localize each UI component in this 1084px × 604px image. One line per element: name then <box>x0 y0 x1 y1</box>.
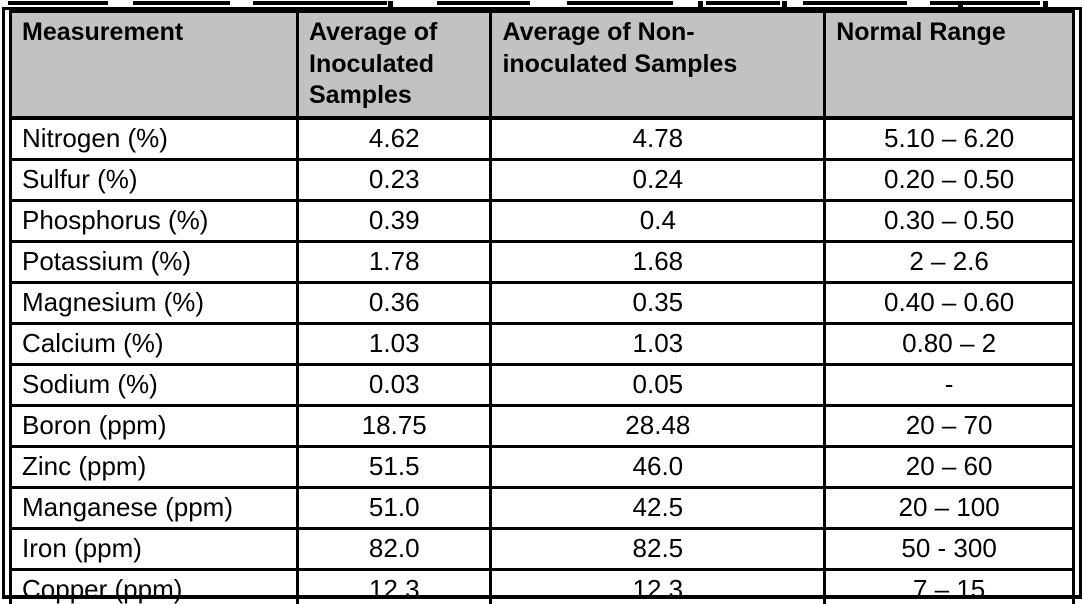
cell-measurement: Potassium (%) <box>9 239 299 284</box>
cell-inoculated: 12.3 <box>295 567 493 604</box>
cell-normal-range: 0.30 – 0.50 <box>823 198 1075 243</box>
cell-non-inoculated: 4.78 <box>489 116 827 161</box>
cell-normal-range: 5.10 – 6.20 <box>823 116 1075 161</box>
column-header-normal-range: Normal Range <box>823 10 1075 120</box>
cell-measurement: Copper (ppm) <box>9 567 299 604</box>
cell-normal-range: 20 – 100 <box>823 485 1075 530</box>
cell-inoculated: 0.36 <box>295 280 493 325</box>
cell-non-inoculated: 0.4 <box>489 198 827 243</box>
cropped-glyph-fragment <box>253 1 387 5</box>
cell-measurement: Phosphorus (%) <box>9 198 299 243</box>
results-table: Measurement Average of Inoculated Sample… <box>9 10 1075 604</box>
column-header-measurement: Measurement <box>9 10 299 120</box>
cell-measurement: Magnesium (%) <box>9 280 299 325</box>
table-row: Iron (ppm) 82.0 82.5 50 - 300 <box>9 526 1075 571</box>
table-row: Boron (ppm) 18.75 28.48 20 – 70 <box>9 403 1075 448</box>
cell-measurement: Sodium (%) <box>9 362 299 407</box>
column-header-inoculated: Average of Inoculated Samples <box>295 10 493 120</box>
cropped-glyph-fragment <box>437 1 530 5</box>
results-table-frame: Measurement Average of Inoculated Sample… <box>2 7 1082 604</box>
table-row: Magnesium (%) 0.36 0.35 0.40 – 0.60 <box>9 280 1075 325</box>
cell-measurement: Manganese (ppm) <box>9 485 299 530</box>
cropped-descender <box>782 1 787 10</box>
cell-inoculated: 0.39 <box>295 198 493 243</box>
cropped-descender <box>958 1 963 10</box>
cell-inoculated: 0.03 <box>295 362 493 407</box>
cell-normal-range: 0.20 – 0.50 <box>823 157 1075 202</box>
cell-inoculated: 1.03 <box>295 321 493 366</box>
cell-inoculated: 51.5 <box>295 444 493 489</box>
cell-non-inoculated: 82.5 <box>489 526 827 571</box>
cropped-title-remnant <box>0 0 1084 11</box>
table-row: Sulfur (%) 0.23 0.24 0.20 – 0.50 <box>9 157 1075 202</box>
cell-non-inoculated: 0.24 <box>489 157 827 202</box>
cell-non-inoculated: 0.05 <box>489 362 827 407</box>
cell-measurement: Iron (ppm) <box>9 526 299 571</box>
table-row: Zinc (ppm) 51.5 46.0 20 – 60 <box>9 444 1075 489</box>
table-row: Potassium (%) 1.78 1.68 2 – 2.6 <box>9 239 1075 284</box>
cropped-descender <box>698 1 703 10</box>
cell-non-inoculated: 42.5 <box>489 485 827 530</box>
cell-non-inoculated: 1.68 <box>489 239 827 284</box>
cell-inoculated: 0.23 <box>295 157 493 202</box>
cell-normal-range: 20 – 60 <box>823 444 1075 489</box>
table-row: Calcium (%) 1.03 1.03 0.80 – 2 <box>9 321 1075 366</box>
cell-non-inoculated: 12.3 <box>489 567 827 604</box>
cropped-glyph-fragment <box>133 1 230 5</box>
cell-measurement: Calcium (%) <box>9 321 299 366</box>
cell-normal-range: 0.40 – 0.60 <box>823 280 1075 325</box>
cropped-descender <box>1043 1 1048 10</box>
header-row: Measurement Average of Inoculated Sample… <box>9 10 1075 120</box>
cell-measurement: Sulfur (%) <box>9 157 299 202</box>
cropped-glyph-fragment <box>706 1 780 5</box>
cell-non-inoculated: 46.0 <box>489 444 827 489</box>
cell-normal-range: 7 – 15 <box>823 567 1075 604</box>
cropped-glyph-fragment <box>567 1 673 5</box>
cell-non-inoculated: 0.35 <box>489 280 827 325</box>
cell-normal-range: 0.80 – 2 <box>823 321 1075 366</box>
table-row: Nitrogen (%) 4.62 4.78 5.10 – 6.20 <box>9 116 1075 161</box>
cell-measurement: Zinc (ppm) <box>9 444 299 489</box>
table-row: Phosphorus (%) 0.39 0.4 0.30 – 0.50 <box>9 198 1075 243</box>
cell-normal-range: 50 - 300 <box>823 526 1075 571</box>
column-header-non-inoculated: Average of Non-inoculated Samples <box>489 10 827 120</box>
cell-inoculated: 1.78 <box>295 239 493 284</box>
cell-normal-range: - <box>823 362 1075 407</box>
cell-normal-range: 20 – 70 <box>823 403 1075 448</box>
cropped-glyph-fragment <box>803 1 907 5</box>
cell-inoculated: 82.0 <box>295 526 493 571</box>
cell-measurement: Boron (ppm) <box>9 403 299 448</box>
cell-inoculated: 4.62 <box>295 116 493 161</box>
cropped-descender <box>388 1 393 10</box>
cell-non-inoculated: 28.48 <box>489 403 827 448</box>
cropped-glyph-fragment <box>930 1 1040 5</box>
cell-normal-range: 2 – 2.6 <box>823 239 1075 284</box>
table-row: Manganese (ppm) 51.0 42.5 20 – 100 <box>9 485 1075 530</box>
table-row: Copper (ppm) 12.3 12.3 7 – 15 <box>9 567 1075 604</box>
cell-inoculated: 18.75 <box>295 403 493 448</box>
cell-inoculated: 51.0 <box>295 485 493 530</box>
cell-non-inoculated: 1.03 <box>489 321 827 366</box>
cropped-glyph-fragment <box>8 1 108 5</box>
cell-measurement: Nitrogen (%) <box>9 116 299 161</box>
table-row: Sodium (%) 0.03 0.05 - <box>9 362 1075 407</box>
